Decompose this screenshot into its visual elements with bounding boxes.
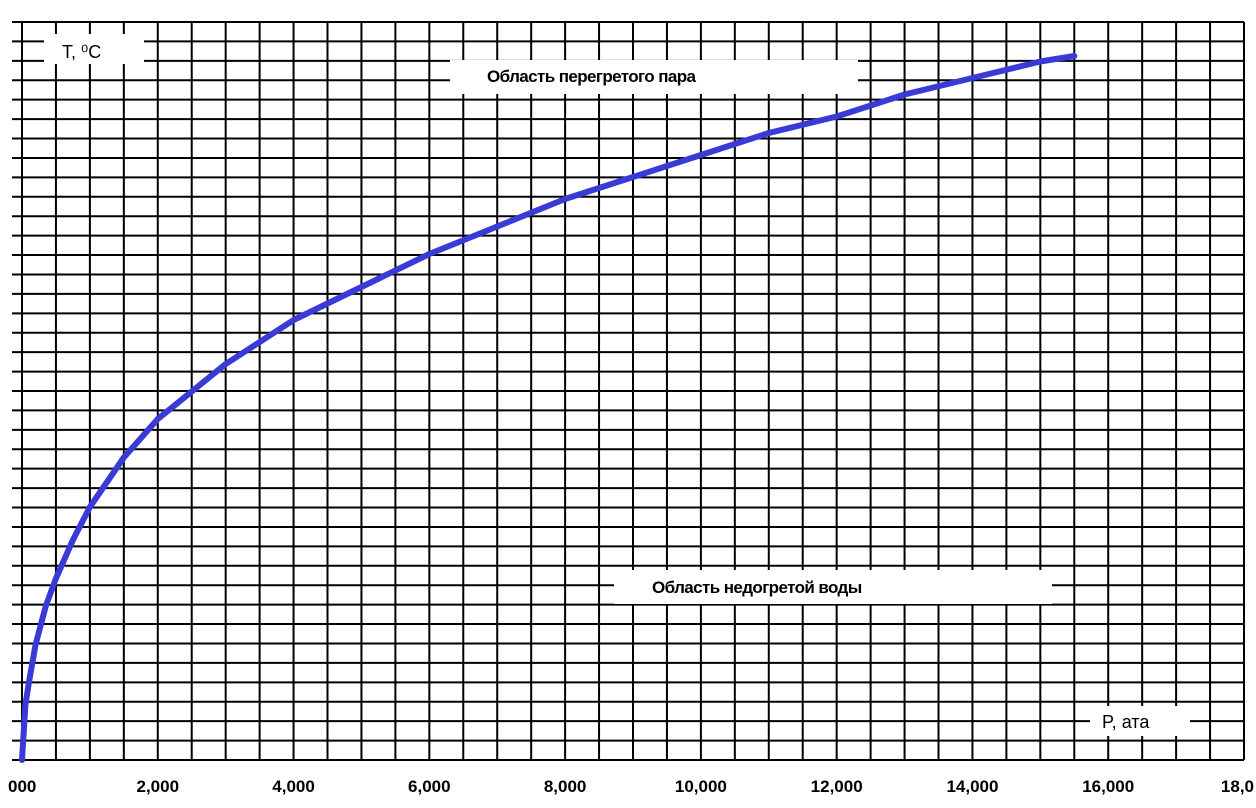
x-axis-label: P, ата: [1102, 712, 1150, 732]
x-tick-label: 10,000: [675, 777, 727, 796]
series-line-0: [19, 53, 1078, 763]
x-tick-label: 000: [8, 777, 36, 796]
x-tick-label: 18,0: [1221, 777, 1254, 796]
x-tick-label: 2,000: [137, 777, 180, 796]
series-layer: [19, 53, 1078, 763]
annotation-superheated: Область перегретого пара: [487, 67, 697, 86]
annotation-subcooled: Область недогретой воды: [652, 578, 862, 597]
x-tick-label: 16,000: [1082, 777, 1134, 796]
x-tick-label: 6,000: [408, 777, 451, 796]
x-tick-label: 8,000: [544, 777, 587, 796]
annotation-subcooled-group: Область недогретой воды: [614, 570, 1052, 604]
y-axis-label: T, ⁰C: [62, 42, 101, 62]
annotation-superheated-group: Область перегретого пара: [450, 60, 858, 94]
x-axis-label-group: P, ата: [1090, 706, 1190, 736]
x-tick-label: 4,000: [272, 777, 315, 796]
x-tick-labels: 000 2,000 4,000 6,000 8,000 10,000 12,000 14,00…: [8, 777, 1254, 796]
grid: [12, 21, 1245, 761]
x-tick-label: 14,000: [946, 777, 998, 796]
x-tick-label: 12,000: [811, 777, 863, 796]
y-axis-label-group: T, ⁰C: [44, 34, 144, 64]
